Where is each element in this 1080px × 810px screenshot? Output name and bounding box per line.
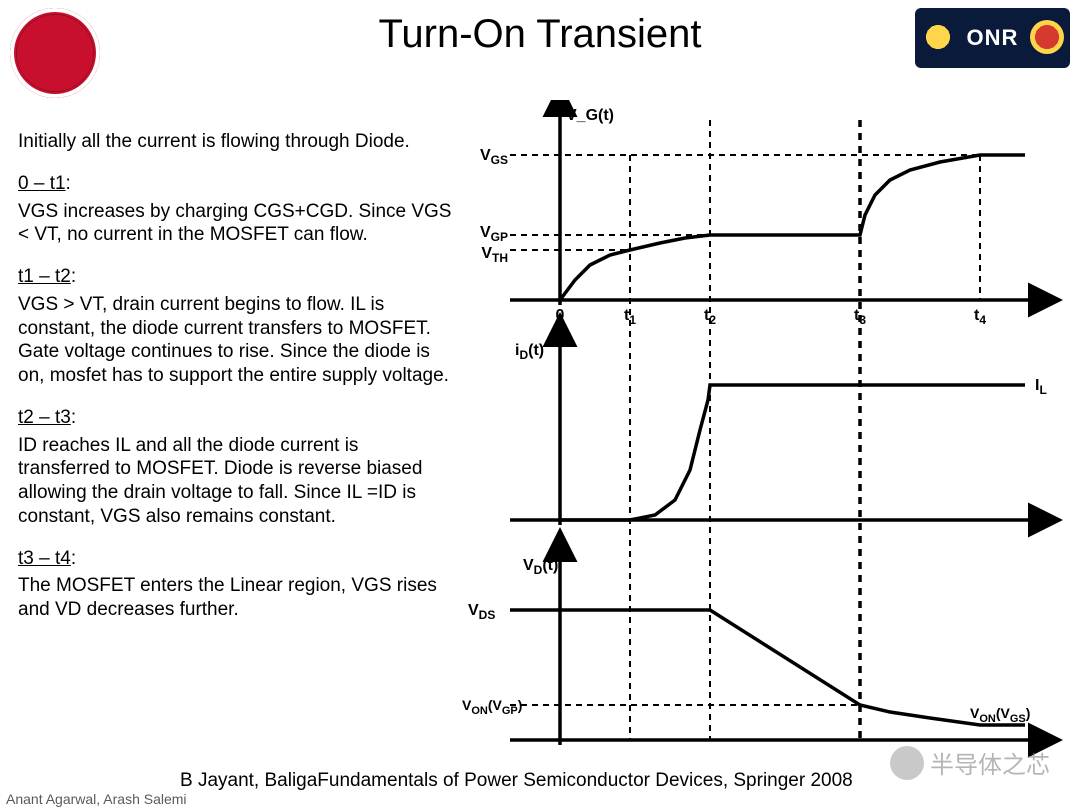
citation-text: B Jayant, BaligaFundamentals of Power Se… <box>180 770 853 792</box>
body-text: Initially all the current is flowing thr… <box>18 130 453 626</box>
vd-tick-vds: VDS <box>468 602 495 622</box>
phase3-heading: t2 – t3 <box>18 407 71 428</box>
phase3-body: ID reaches IL and all the diode current … <box>18 434 453 529</box>
phase4-body: The MOSFET enters the Linear region, VGS… <box>18 574 453 622</box>
vg-tick-vgp: VGP <box>480 224 508 244</box>
slide: ONR Turn-On Transient Initially all the … <box>0 0 1080 810</box>
phase2-body: VGS > VT, drain current begins to flow. … <box>18 293 453 388</box>
intro-text: Initially all the current is flowing thr… <box>18 130 453 154</box>
panel-vd: VD(t) t VDS VON(VGP) VON(VGS) <box>462 555 1049 749</box>
panel-vg: V_G(t) t VGS VGP VTH 0 t1 t2 t3 t4 <box>480 107 1049 327</box>
watermark: 半导体之芯 <box>890 745 1050 780</box>
id-ylabel: iD(t) <box>515 342 544 362</box>
vd-tick-von-vgp: VON(VGP) <box>462 697 522 717</box>
vg-tick-vth: VTH <box>481 245 508 265</box>
onr-logo-text: ONR <box>967 25 1019 51</box>
slide-title: Turn-On Transient <box>0 12 1080 57</box>
vg-xlabel: t <box>1043 292 1049 309</box>
watermark-icon <box>890 746 924 780</box>
phase1-body: VGS increases by charging CGS+CGD. Since… <box>18 200 453 248</box>
authors-text: Anant Agarwal, Arash Salemi <box>6 791 187 807</box>
turn-on-waveform-diagram: V_G(t) t VGS VGP VTH 0 t1 t2 t3 t4 iD(t) <box>460 100 1070 760</box>
waveform-svg: V_G(t) t VGS VGP VTH 0 t1 t2 t3 t4 iD(t) <box>460 100 1070 760</box>
vg-xtick-t3: t3 <box>854 307 866 327</box>
id-xlabel: t <box>1043 512 1049 529</box>
vd-curve <box>510 610 1025 725</box>
vg-tick-vgs: VGS <box>480 147 508 167</box>
vd-tick-von-vgs: VON(VGS) <box>970 705 1030 725</box>
vg-xtick-0: 0 <box>556 307 565 324</box>
panel-id: iD(t) t IL <box>510 340 1049 529</box>
phase2-heading: t1 – t2 <box>18 266 71 287</box>
vg-ylabel: V_G(t) <box>566 107 614 124</box>
id-il-label: IL <box>1035 377 1047 397</box>
vd-ylabel: VD(t) <box>523 557 558 577</box>
phase4-heading: t3 – t4 <box>18 548 71 569</box>
watermark-text: 半导体之芯 <box>930 745 1050 780</box>
phase1-heading: 0 – t1 <box>18 173 66 194</box>
vg-xtick-t4: t4 <box>974 307 986 327</box>
